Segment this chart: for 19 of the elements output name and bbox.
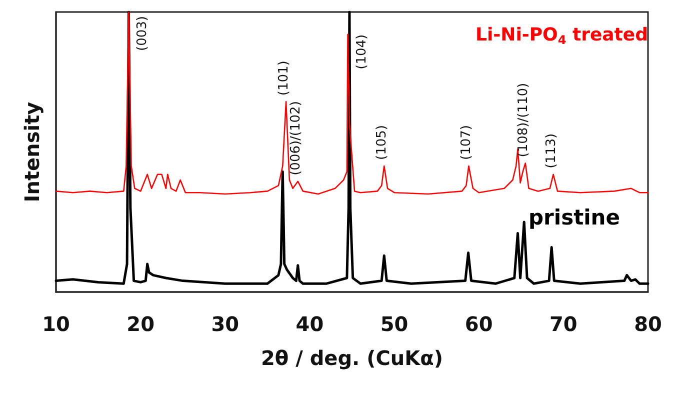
annotation: (108)/(110)	[516, 82, 531, 158]
x-axis-title: 2θ / deg. (CuKα)	[260, 346, 444, 370]
y-axis-title: Intensity	[20, 102, 44, 202]
x-tick-label: 10	[42, 312, 70, 336]
x-tick-label: 40	[296, 312, 324, 336]
annotation: (113)	[544, 133, 559, 168]
x-tick-label: 80	[634, 312, 662, 336]
annotation: (006)/(102)	[288, 101, 304, 176]
x-tick-label: 20	[126, 312, 154, 336]
annotation: (105)	[374, 125, 390, 160]
x-tick-label: 30	[211, 312, 240, 336]
annotation: (107)	[459, 125, 474, 160]
x-tick-label: 60	[464, 312, 493, 336]
x-tick-label: 50	[380, 312, 408, 336]
x-tick-label: 70	[550, 312, 578, 336]
series-label: pristine	[528, 206, 620, 230]
annotation: (104)	[354, 34, 370, 70]
annotation: (003)	[135, 16, 150, 51]
annotation: (101)	[276, 60, 292, 96]
